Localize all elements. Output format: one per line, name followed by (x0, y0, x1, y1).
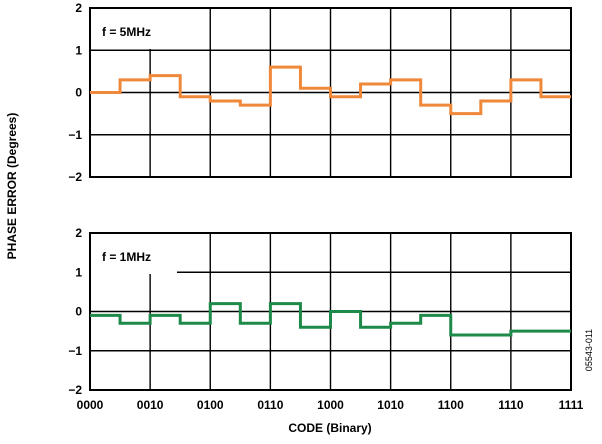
panel-subtitle: f = 5MHz (102, 25, 151, 39)
y-axis-label: PHASE ERROR (Degrees) (5, 113, 19, 260)
panel-subtitle: f = 1MHz (102, 250, 151, 264)
y-tick-label: −2 (68, 383, 82, 397)
y-tick-label: −1 (68, 128, 82, 142)
x-tick-label: 1000 (317, 398, 344, 412)
y-tick-label: −1 (68, 344, 82, 358)
y-tick-label: 1 (75, 265, 82, 279)
y-tick-label: 1 (75, 43, 82, 57)
x-tick-label: 0000 (77, 398, 104, 412)
y-tick-label: 0 (75, 305, 82, 319)
y-tick-label: 2 (75, 226, 82, 240)
x-tick-label: 1111 (559, 398, 584, 412)
x-tick-label: 1100 (438, 398, 464, 412)
y-tick-label: −2 (68, 170, 82, 184)
x-tick-label: 0110 (257, 398, 283, 412)
series-line (90, 302, 571, 337)
plot-frame (89, 232, 572, 391)
series-line (90, 65, 571, 116)
x-tick-label: 1010 (377, 398, 404, 412)
y-tick-label: 0 (75, 86, 82, 100)
x-axis-label: CODE (Binary) (288, 421, 371, 435)
x-tick-label: 0010 (137, 398, 164, 412)
subtitle-background (91, 234, 177, 274)
x-tick-label: 0100 (197, 398, 224, 412)
figure-id: 05543-011 (584, 329, 594, 371)
y-tick-label: 2 (75, 1, 82, 15)
subtitle-background (91, 9, 177, 49)
x-tick-label: 1110 (498, 398, 524, 412)
